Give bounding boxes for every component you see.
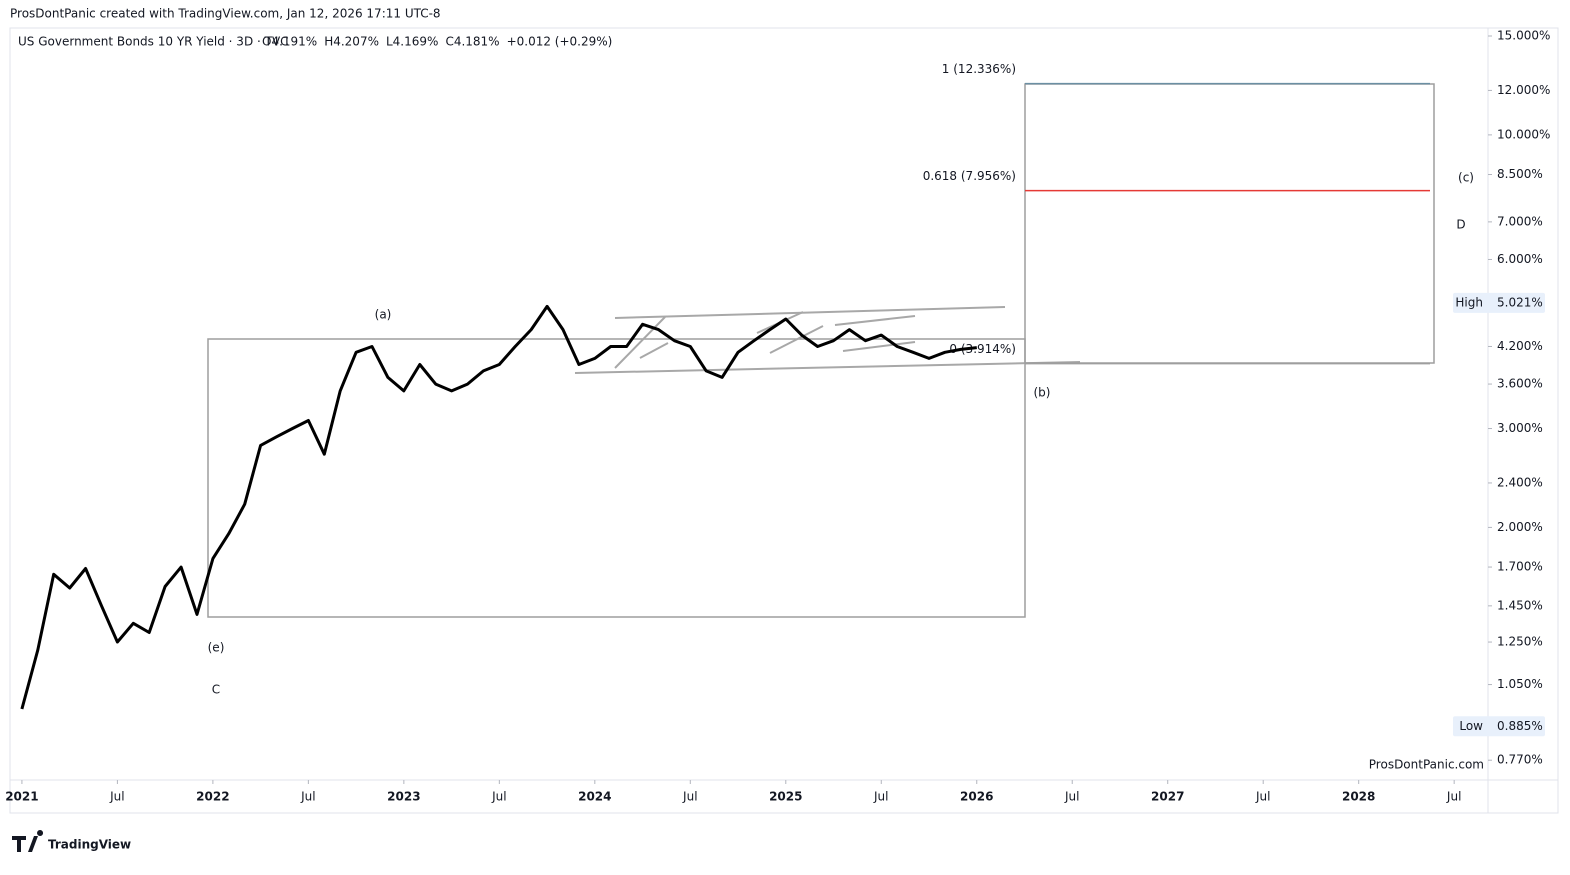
x-tick-label: Jul <box>109 790 124 804</box>
x-tick-label: 2023 <box>387 790 420 804</box>
y-tick-label: 15.000% <box>1497 28 1550 42</box>
price-line <box>20 304 977 710</box>
channel-line <box>834 315 916 326</box>
y-tick-label: 8.500% <box>1497 167 1543 181</box>
high-tag <box>1453 292 1545 313</box>
y-tick-label: 2.400% <box>1497 475 1543 489</box>
frame <box>9 27 1559 814</box>
channel-lines <box>574 306 1081 374</box>
watermark: ProsDontPanic.com <box>1369 758 1484 772</box>
brand: TradingView <box>48 838 131 852</box>
channel-line <box>639 342 669 359</box>
y-tick-label: 1.700% <box>1497 560 1543 574</box>
brand-logo: TradingView <box>12 830 131 852</box>
y-tick-label: 2.000% <box>1497 520 1543 534</box>
channel-line <box>842 341 916 352</box>
wave-label: C <box>212 683 220 697</box>
header: ProsDontPanic created with TradingView.c… <box>10 7 441 21</box>
channel-line <box>614 316 666 369</box>
x-tick-label: 2024 <box>578 790 611 804</box>
x-tick-label: Jul <box>682 790 697 804</box>
x-tick-label: Jul <box>1255 790 1270 804</box>
range-box <box>207 338 1026 618</box>
ohlc-value: C4.181% <box>445 35 499 49</box>
x-tick-label: 2022 <box>196 790 229 804</box>
channel-line <box>769 325 824 354</box>
high-name: High <box>1455 295 1483 309</box>
ohlc-value: H4.207% <box>324 35 379 49</box>
low-tag <box>1453 716 1545 737</box>
x-tick-label: 2025 <box>769 790 802 804</box>
y-tick-label: 1.250% <box>1497 635 1543 649</box>
y-tick-label: 3.600% <box>1497 377 1543 391</box>
y-tick-label: 10.000% <box>1497 127 1550 141</box>
y-tick-label: 0.770% <box>1497 753 1543 767</box>
channel-line <box>574 361 1081 374</box>
fib-box <box>1024 83 1435 364</box>
x-tick-label: Jul <box>873 790 888 804</box>
y-tick-label: 3.000% <box>1497 421 1543 435</box>
high-value: 5.021% <box>1497 295 1543 309</box>
x-tick-label: 2027 <box>1151 790 1184 804</box>
x-tick-label: Jul <box>1064 790 1079 804</box>
wave-label: (b) <box>1034 386 1051 400</box>
channel-line <box>614 306 1006 319</box>
x-tick-label: 2026 <box>960 790 993 804</box>
y-tick-label: 1.050% <box>1497 677 1543 691</box>
ohlc-value: +0.012 (+0.29%) <box>507 35 613 49</box>
fib-label: 1 (12.336%) <box>942 62 1016 76</box>
x-tick-label: 2021 <box>5 790 38 804</box>
ohlc-value: L4.169% <box>386 35 438 49</box>
y-tick-label: 1.450% <box>1497 598 1543 612</box>
y-tick-label: 12.000% <box>1497 83 1550 97</box>
wave-label: D <box>1456 218 1465 232</box>
y-tick-label: 6.000% <box>1497 252 1543 266</box>
y-tick-label: 7.000% <box>1497 214 1543 228</box>
wave-label: (c) <box>1458 171 1474 185</box>
x-tick-label: Jul <box>491 790 506 804</box>
x-tick-label: Jul <box>1446 790 1461 804</box>
x-tick-label: 2028 <box>1342 790 1375 804</box>
y-tick-label: 4.200% <box>1497 339 1543 353</box>
x-tick-label: Jul <box>300 790 315 804</box>
legend-title: US Government Bonds 10 YR Yield · 3D · T… <box>18 35 289 49</box>
wave-label: (a) <box>375 308 392 322</box>
fib-label: 0.618 (7.956%) <box>923 169 1016 183</box>
low-name: Low <box>1459 719 1483 733</box>
low-value: 0.885% <box>1497 719 1543 733</box>
fib-label: 0 (3.914%) <box>949 342 1016 356</box>
ohlc-value: O4.191% <box>262 35 317 49</box>
wave-label: (e) <box>208 641 225 655</box>
